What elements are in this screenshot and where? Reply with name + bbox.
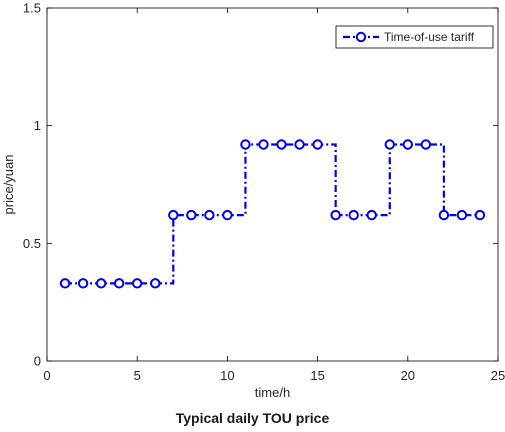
plot-box <box>46 7 499 362</box>
data-point <box>366 209 377 221</box>
data-point <box>276 139 287 150</box>
data-point <box>456 209 468 221</box>
data-point <box>132 278 143 289</box>
legend-label: Time-of-use tariff <box>384 30 475 44</box>
data-point <box>258 139 269 150</box>
legend: Time-of-use tariff <box>335 25 494 49</box>
data-point <box>168 209 179 221</box>
data-point <box>420 139 432 150</box>
x-tick-label: 20 <box>401 368 415 383</box>
x-axis-label: time/h <box>255 385 290 400</box>
data-point <box>95 278 107 289</box>
data-point <box>294 139 305 150</box>
x-tick-label: 0 <box>43 368 50 383</box>
series-layer <box>59 139 486 289</box>
data-point <box>204 209 215 221</box>
axis-ticks: 0 5 10 15 20 25 0 0.5 1 1.5 <box>23 1 505 384</box>
y-tick-label: 1 <box>34 118 41 133</box>
legend-marker <box>355 31 367 43</box>
x-tick-label: 25 <box>491 368 505 383</box>
y-tick-label: 0.5 <box>23 236 41 251</box>
data-point <box>384 139 395 150</box>
y-axis-label: price/yuan <box>1 155 16 215</box>
x-tick-label: 15 <box>310 368 324 383</box>
data-point <box>59 278 71 289</box>
x-tick-label: 10 <box>220 368 234 383</box>
data-point <box>438 209 450 221</box>
data-point <box>402 139 413 150</box>
tou-price-chart: 0 5 10 15 20 25 0 0.5 1 1.5 time/h price/yuan Tim… <box>1 1 505 401</box>
y-tick-label: 0 <box>34 354 41 369</box>
data-point <box>312 139 323 150</box>
data-point <box>186 209 197 221</box>
data-point <box>348 209 359 221</box>
data-point <box>330 209 341 221</box>
plot-area <box>46 7 499 362</box>
data-point <box>474 209 486 221</box>
data-point <box>222 209 233 221</box>
y-tick-label: 1.5 <box>23 1 41 16</box>
x-tick-label: 5 <box>134 368 141 383</box>
data-point <box>240 139 251 150</box>
data-point <box>113 278 125 289</box>
data-point <box>150 278 161 289</box>
data-point <box>77 278 89 289</box>
legend-box <box>335 25 494 49</box>
figure-caption: Typical daily TOU price <box>175 410 330 426</box>
